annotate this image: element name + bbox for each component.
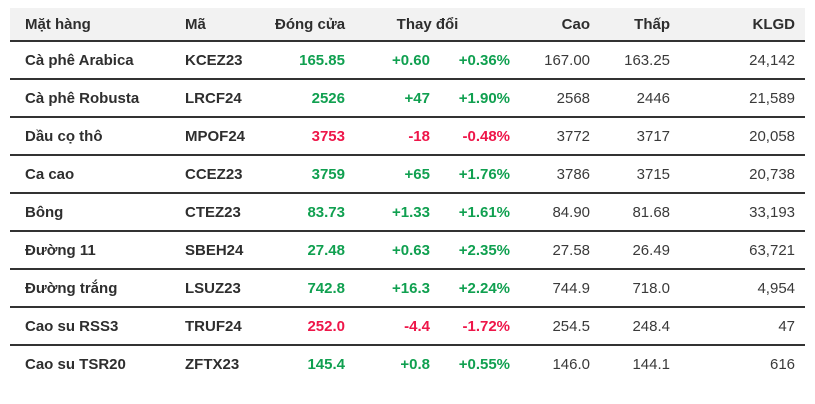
commodity-name: Cao su TSR20 xyxy=(25,356,126,373)
low-price: 3715 xyxy=(636,165,671,183)
high-price: 254.5 xyxy=(552,317,591,335)
col-header-commodity: Mặt hàng xyxy=(10,8,185,42)
close-price: 165.85 xyxy=(299,51,345,69)
contract-code: LSUZ23 xyxy=(185,279,241,297)
change-percent: +1.61% xyxy=(458,203,511,221)
high-price: 167.00 xyxy=(544,51,591,69)
volume: 21,589 xyxy=(749,89,796,107)
col-header-low: Thấp xyxy=(590,8,671,42)
commodity-name: Cà phê Robusta xyxy=(25,89,140,107)
table-row-cotton[interactable]: Bông CTEZ23 83.73 +1.33 +1.61% 84.90 81.… xyxy=(10,193,806,231)
change-percent: -0.48% xyxy=(462,127,511,145)
volume: 4,954 xyxy=(757,279,796,297)
low-price: 26.49 xyxy=(632,241,671,259)
col-header-close: Đóng cửa xyxy=(275,8,345,42)
low-price: 248.4 xyxy=(632,317,671,335)
change-value: +0.60 xyxy=(392,51,430,69)
contract-code: TRUF24 xyxy=(185,317,242,335)
close-price: 3753 xyxy=(311,127,345,145)
change-percent: -1.72% xyxy=(462,317,511,335)
col-header-code: Mã xyxy=(185,8,275,42)
table-row-rubber-rss3[interactable]: Cao su RSS3 TRUF24 252.0 -4.4 -1.72% 254… xyxy=(10,307,806,345)
high-price: 84.90 xyxy=(552,203,591,221)
high-price: 3772 xyxy=(556,127,591,145)
close-price: 145.4 xyxy=(307,356,345,373)
table-header-row: Mặt hàng Mã Đóng cửa Thay đổi Cao Thấp K… xyxy=(10,8,806,42)
commodity-name: Cà phê Arabica xyxy=(25,51,134,69)
change-value: +0.63 xyxy=(392,241,430,259)
table-row-robusta-coffee[interactable]: Cà phê Robusta LRCF24 2526 +47 +1.90% 25… xyxy=(10,79,806,117)
contract-code: LRCF24 xyxy=(185,89,242,107)
volume: 616 xyxy=(769,356,796,373)
volume: 33,193 xyxy=(749,203,796,221)
change-percent: +0.36% xyxy=(458,51,511,69)
change-percent: +2.35% xyxy=(458,241,511,259)
commodity-name: Ca cao xyxy=(25,165,75,183)
change-percent: +1.90% xyxy=(458,89,511,107)
close-price: 742.8 xyxy=(307,279,345,297)
low-price: 2446 xyxy=(636,89,671,107)
low-price: 163.25 xyxy=(624,51,671,69)
table-row-crude-palm-oil[interactable]: Dầu cọ thô MPOF24 3753 -18 -0.48% 3772 3… xyxy=(10,117,806,155)
close-price: 27.48 xyxy=(307,241,345,259)
volume: 24,142 xyxy=(749,51,796,69)
commodity-price-table: Mặt hàng Mã Đóng cửa Thay đổi Cao Thấp K… xyxy=(10,8,806,383)
change-value: +16.3 xyxy=(392,279,430,297)
change-percent: +2.24% xyxy=(458,279,511,297)
table-row-rubber-tsr20[interactable]: Cao su TSR20 ZFTX23 145.4 +0.8 +0.55% 14… xyxy=(10,345,806,383)
contract-code: CCEZ23 xyxy=(185,165,243,183)
close-price: 2526 xyxy=(311,89,345,107)
contract-code: MPOF24 xyxy=(185,127,246,145)
col-header-high: Cao xyxy=(510,8,591,42)
change-value: +0.8 xyxy=(400,356,430,373)
commodity-name: Đường 11 xyxy=(25,241,96,259)
close-price: 3759 xyxy=(311,165,345,183)
change-percent: +0.55% xyxy=(458,356,511,373)
volume: 20,058 xyxy=(749,127,796,145)
table-row-white-sugar[interactable]: Đường trắng LSUZ23 742.8 +16.3 +2.24% 74… xyxy=(10,269,806,307)
commodity-name: Cao su RSS3 xyxy=(25,317,119,335)
low-price: 3717 xyxy=(636,127,671,145)
table-row-arabica-coffee[interactable]: Cà phê Arabica KCEZ23 165.85 +0.60 +0.36… xyxy=(10,41,806,79)
contract-code: CTEZ23 xyxy=(185,203,241,221)
commodity-name: Dầu cọ thô xyxy=(25,127,103,145)
close-price: 252.0 xyxy=(307,317,345,335)
change-percent: +1.76% xyxy=(458,165,511,183)
low-price: 81.68 xyxy=(632,203,671,221)
col-header-volume: KLGD xyxy=(670,8,806,42)
high-price: 146.0 xyxy=(552,356,591,373)
change-value: -18 xyxy=(408,127,430,145)
high-price: 2568 xyxy=(556,89,591,107)
change-value: +65 xyxy=(404,165,430,183)
change-value: -4.4 xyxy=(404,317,430,335)
volume: 47 xyxy=(778,317,796,335)
volume: 63,721 xyxy=(749,241,796,259)
low-price: 144.1 xyxy=(632,356,671,373)
contract-code: KCEZ23 xyxy=(185,51,243,69)
commodity-name: Đường trắng xyxy=(25,279,118,297)
commodity-name: Bông xyxy=(25,203,64,221)
high-price: 3786 xyxy=(556,165,591,183)
high-price: 27.58 xyxy=(552,241,591,259)
high-price: 744.9 xyxy=(552,279,591,297)
col-header-change: Thay đổi xyxy=(345,8,511,42)
contract-code: ZFTX23 xyxy=(185,356,240,373)
close-price: 83.73 xyxy=(307,203,345,221)
table-row-cocoa[interactable]: Ca cao CCEZ23 3759 +65 +1.76% 3786 3715 … xyxy=(10,155,806,193)
contract-code: SBEH24 xyxy=(185,241,244,259)
volume: 20,738 xyxy=(749,165,796,183)
change-value: +1.33 xyxy=(392,203,430,221)
low-price: 718.0 xyxy=(632,279,671,297)
table-row-sugar-11[interactable]: Đường 11 SBEH24 27.48 +0.63 +2.35% 27.58… xyxy=(10,231,806,269)
change-value: +47 xyxy=(404,89,430,107)
